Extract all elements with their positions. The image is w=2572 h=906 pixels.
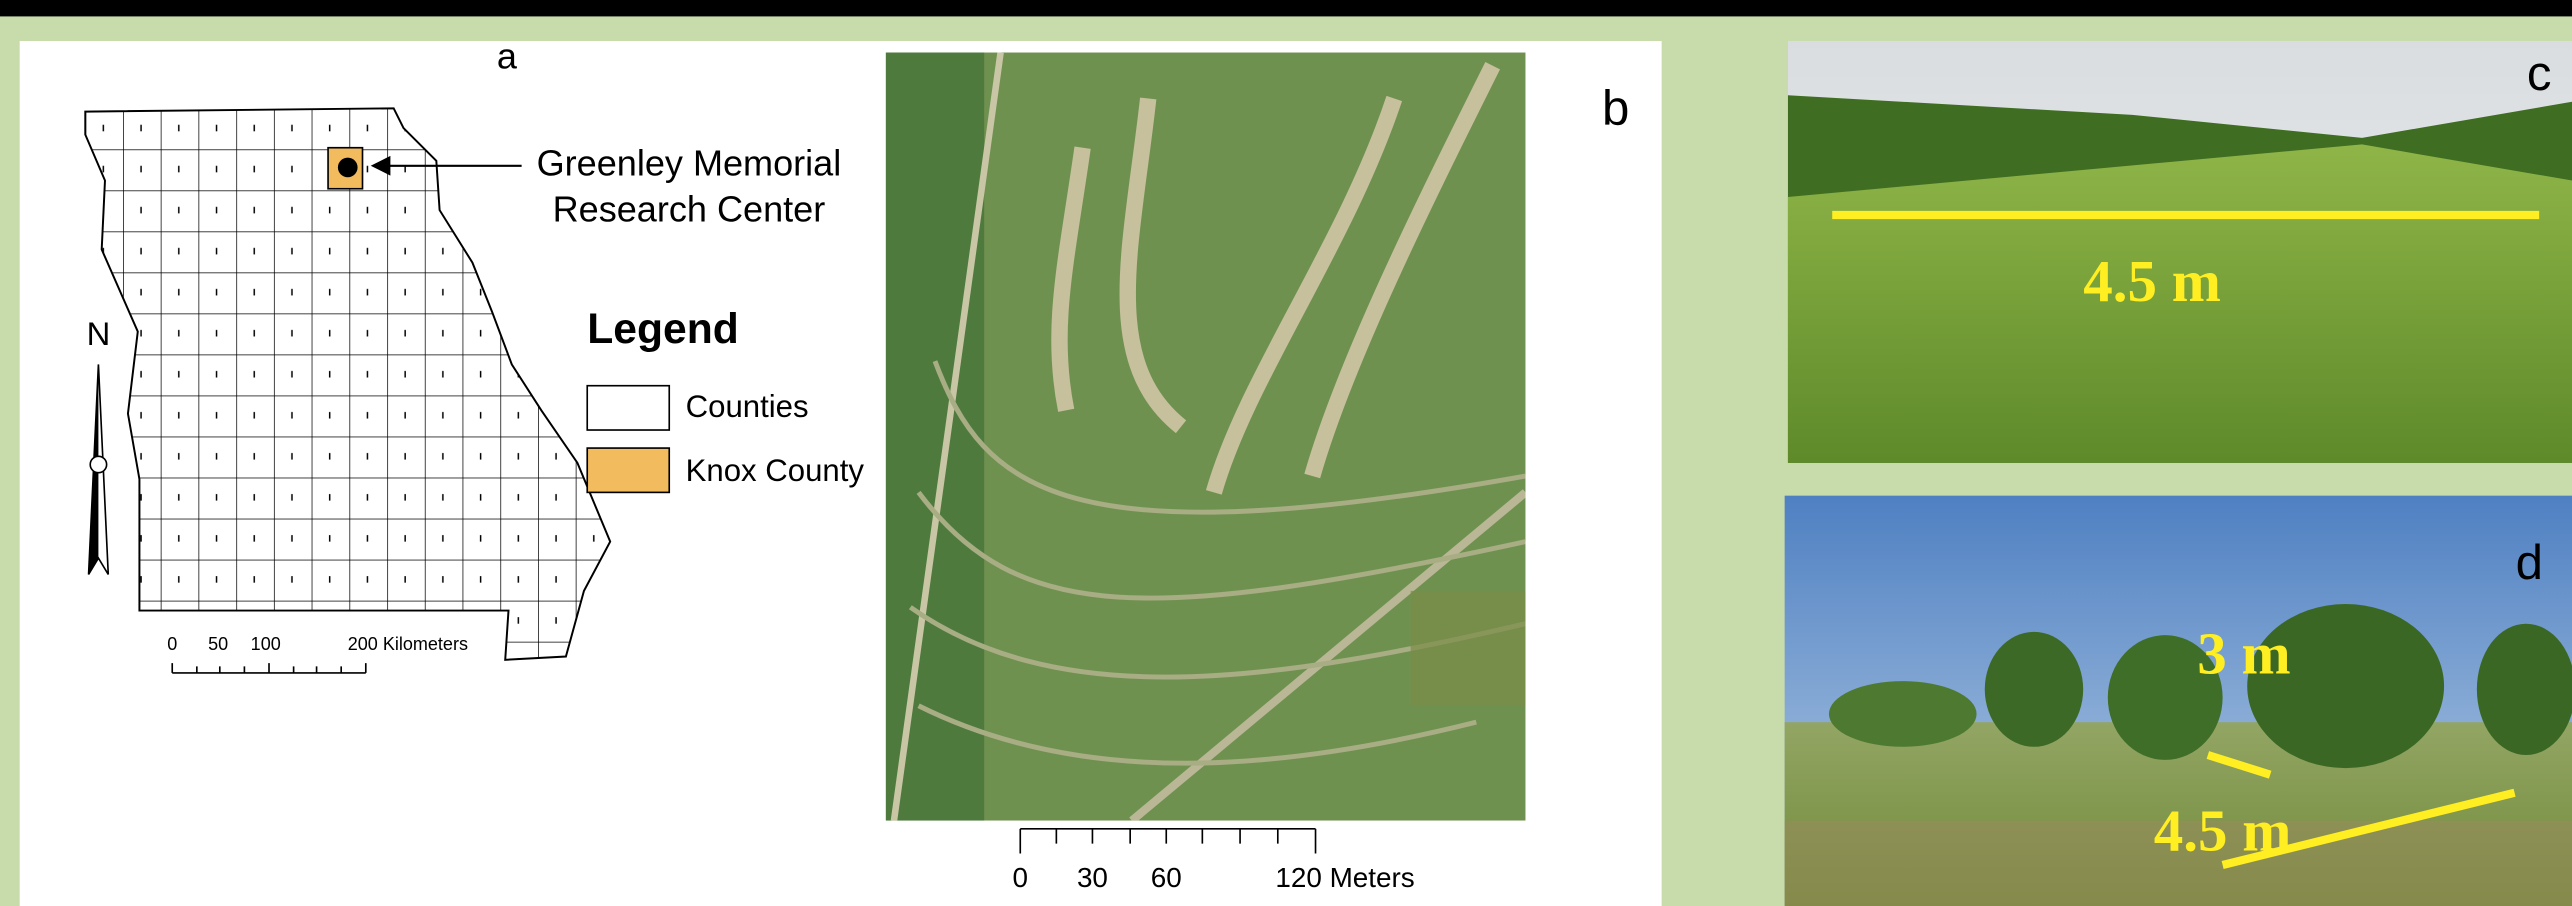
top-bar [0,0,2572,16]
annotation: 4.5 m [2083,248,2221,314]
legend-item: Knox County [686,453,865,488]
legend-item: Counties [686,389,809,424]
panel-label: c [2527,46,2552,101]
scale-label: 100 [251,634,281,654]
aerial-photo-part [886,53,984,821]
aerial-photo [886,53,1526,821]
scale-label: 0 [167,634,177,654]
photo-d-part [1829,681,1977,747]
scale-label: 0 [1013,862,1029,893]
legend-swatch [587,386,669,430]
scale-label: 120 Meters [1275,862,1414,893]
scale-label: 30 [1077,862,1108,893]
panel-label: d [2516,535,2543,590]
panel-label: b [1602,81,1629,136]
photo-d-part [2477,624,2572,755]
page: a Greenley Memorial Research Center N Le… [0,0,2572,906]
figure: a Greenley Memorial Research Center N Le… [0,0,2572,906]
callout-text: Research Center [553,188,826,229]
missouri-map-part [338,158,358,178]
scale-label: 200 Kilometers [348,634,468,654]
panel-label: a [497,36,518,77]
aerial-photo-part [1411,591,1526,706]
north-label: N [87,315,111,352]
north-arrow-part [90,456,106,472]
legend-title: Legend [587,305,739,353]
annotation: 3 m [2197,620,2290,686]
callout-text: Greenley Memorial [537,142,842,183]
scale-label: 60 [1151,862,1182,893]
photo-d-part [1985,632,2083,747]
scale-label: 50 [208,634,228,654]
annotation: 4.5 m [2154,798,2292,864]
legend-swatch [587,448,669,492]
